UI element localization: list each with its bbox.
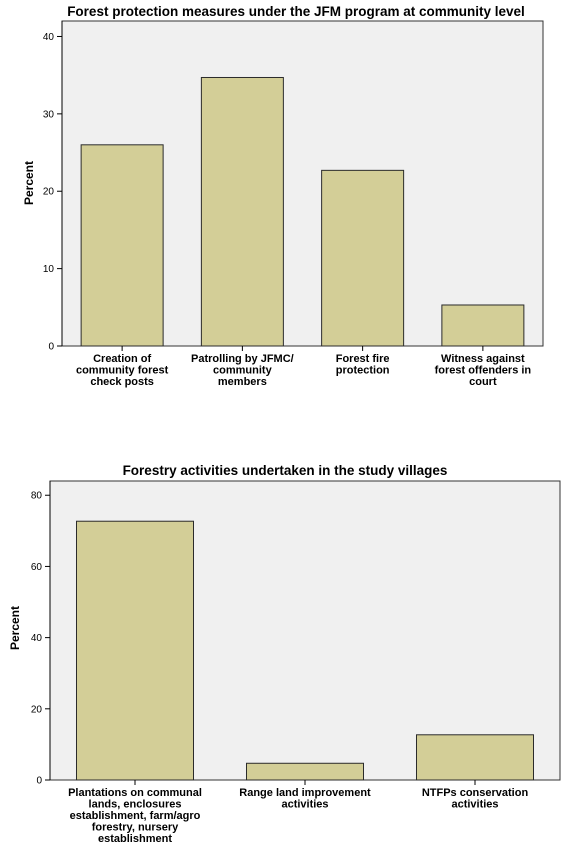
x-tick-label-line: activities: [451, 799, 498, 811]
chart-title: Forest protection measures under the JFM…: [67, 4, 525, 19]
x-tick-label: Patrolling by JFMC/community members: [191, 353, 294, 388]
x-tick-label-line: community: [213, 365, 273, 377]
y-tick-label: 40: [43, 32, 55, 43]
x-tick-label: Forest fire protection: [336, 353, 390, 377]
x-tick-label-line: Plantations on communal: [68, 787, 202, 799]
bar: [200, 76, 284, 347]
y-tick-label: 40: [31, 633, 43, 644]
chart-title: Forestry activities undertaken in the st…: [123, 463, 448, 478]
bar: [80, 144, 164, 347]
x-tick-label-line: activities: [281, 799, 328, 811]
y-tick-label: 60: [31, 562, 43, 573]
chart-forest-protection: Forest protection measures under the JFM…: [22, 4, 544, 388]
x-tick-label-line: forest offenders in: [435, 365, 532, 377]
y-tick-label: 20: [31, 704, 43, 715]
x-tick-label-line: forestry, nursery: [92, 822, 179, 834]
x-tick-label: Witness against forest offenders in court: [435, 353, 532, 388]
x-tick-label-line: Witness against: [441, 353, 525, 365]
x-tick-label-line: Creation of: [93, 353, 151, 365]
bar: [246, 762, 364, 781]
y-tick-label: 0: [48, 342, 54, 353]
x-tick-label: Plantations on communal lands, enclosures…: [68, 787, 202, 844]
x-tick-label-line: establishment, farm/agro: [70, 810, 201, 822]
x-tick-label: Creation of community forest check posts: [76, 353, 169, 388]
bar: [441, 304, 525, 347]
x-tick-label-line: Forest fire: [336, 353, 390, 365]
chart-forestry-activities: Forestry activities undertaken in the st…: [8, 463, 561, 844]
x-tick-label-line: Range land improvement: [239, 787, 371, 799]
x-tick-label-line: check posts: [90, 376, 154, 388]
x-tick-label-line: protection: [336, 365, 390, 377]
x-tick-label-line: establishment: [98, 833, 172, 844]
x-tick-label-line: Patrolling by JFMC/: [191, 353, 294, 365]
x-tick-label: NTFPs conservation activities: [422, 787, 529, 811]
y-axis-label: Percent: [8, 606, 22, 650]
bar: [76, 520, 194, 781]
x-tick-label-line: NTFPs conservation: [422, 787, 529, 799]
bar: [416, 734, 534, 781]
x-tick-label-line: members: [218, 376, 267, 388]
bar: [321, 169, 405, 347]
y-tick-label: 10: [43, 264, 55, 275]
x-tick-label-line: community forest: [76, 365, 169, 377]
x-tick-label-line: court: [469, 376, 497, 388]
y-tick-label: 80: [31, 491, 43, 502]
x-tick-label: Range land improvement activities: [239, 787, 371, 811]
y-tick-label: 20: [43, 187, 55, 198]
y-tick-label: 0: [36, 776, 42, 787]
x-tick-label-line: lands, enclosures: [89, 799, 182, 811]
y-axis-label: Percent: [22, 161, 36, 205]
y-tick-label: 30: [43, 109, 55, 120]
